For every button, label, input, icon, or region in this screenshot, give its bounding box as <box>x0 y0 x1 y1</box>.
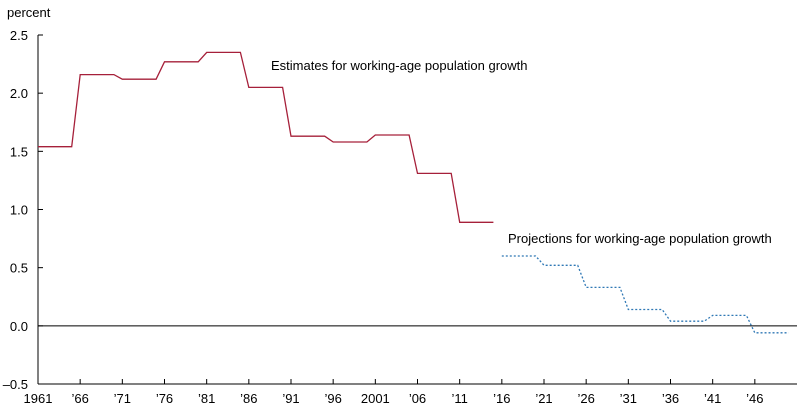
x-tick-label: 2001 <box>361 391 390 406</box>
y-tick-label: 0.0 <box>10 319 28 334</box>
y-tick-label: 1.0 <box>10 203 28 218</box>
x-tick-label: ’06 <box>409 391 426 406</box>
x-tick-label: 1961 <box>24 391 53 406</box>
x-tick-label: ’36 <box>662 391 679 406</box>
series-group <box>38 51 789 334</box>
annotations-group: Estimates for working-age population gro… <box>271 58 772 246</box>
x-axis-ticks: 1961 ’66 ’71 ’76 ’81 ’86 ’91 ’96 2001 ’06 ’11 ’16 ’2… <box>24 379 764 406</box>
x-tick-label: ’26 <box>577 391 594 406</box>
y-tick-label: 2.5 <box>10 28 28 43</box>
axes <box>37 35 797 385</box>
y-axis-title: percent <box>7 5 51 20</box>
x-tick-label: ’11 <box>451 391 467 406</box>
x-tick-label: ’41 <box>704 391 721 406</box>
y-tick-label: 0.5 <box>10 261 28 276</box>
y-tick-label: 1.5 <box>10 144 28 159</box>
x-tick-label: ’46 <box>746 391 763 406</box>
x-tick-label: ’16 <box>493 391 510 406</box>
estimates-annotation: Estimates for working-age population gro… <box>271 58 528 73</box>
x-tick-label: ’76 <box>156 391 173 406</box>
y-axis-ticks: 2.5 2.0 1.5 1.0 0.5 0.0 –0.5 <box>3 28 43 392</box>
x-tick-label: ’71 <box>114 391 131 406</box>
projections-series-line <box>501 255 789 334</box>
y-tick-label: 2.0 <box>10 86 28 101</box>
x-tick-label: ’86 <box>240 391 257 406</box>
x-tick-label: ’66 <box>71 391 88 406</box>
x-tick-label: ’96 <box>324 391 341 406</box>
x-tick-label: ’91 <box>282 391 299 406</box>
y-tick-label: –0.5 <box>3 377 28 392</box>
x-tick-label: ’81 <box>198 391 215 406</box>
estimates-series-line <box>38 51 494 223</box>
x-tick-label: ’31 <box>620 391 637 406</box>
projections-annotation: Projections for working-age population g… <box>508 231 772 246</box>
x-tick-label: ’21 <box>535 391 552 406</box>
